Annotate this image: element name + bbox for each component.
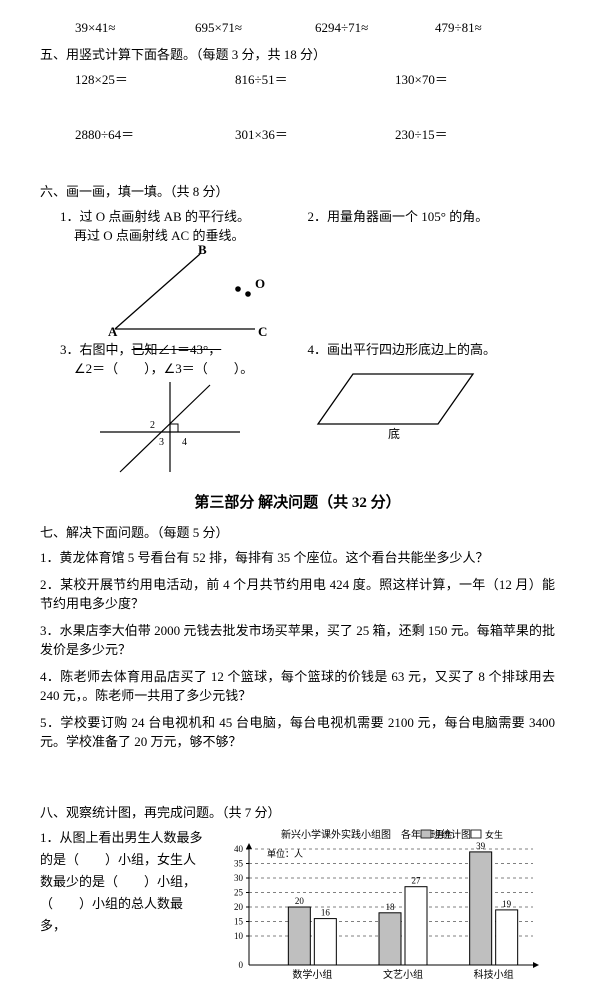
approx-1: 39×41≈ — [75, 20, 195, 36]
svg-text:文艺小组: 文艺小组 — [383, 968, 423, 981]
sec6-q3-line2: ∠2＝（ ），∠3＝（ ）。 — [60, 358, 308, 377]
sec5-row1: 128×25＝ 816÷51＝ 130×70＝ — [40, 69, 555, 88]
sec6-q1q2: 1．过 O 点画射线 AB 的平行线。 再过 O 点画射线 AC 的垂线。 2．… — [40, 206, 555, 244]
angle-2: 2 — [150, 420, 155, 431]
bar-chart: 新兴小学课外实践小组图 各年１班统计图单位：人男生女生1015202530354… — [211, 827, 541, 987]
svg-text:39: 39 — [476, 841, 486, 851]
sec6-q1-line1: 1．过 O 点画射线 AB 的平行线。 — [60, 206, 308, 225]
sec7-q2: 2．某校开展节约用电活动，前 4 个月共节约用电 424 度。照这样计算，一年（… — [40, 574, 555, 612]
sec8-title: 八、观察统计图，再完成问题。（共 7 分） — [40, 802, 555, 821]
sec6-q3-pre: 3．右图中， — [60, 342, 132, 357]
svg-text:女生: 女生 — [485, 829, 503, 840]
sec5-r2-e2: 301×36＝ — [235, 124, 395, 143]
sec5-title: 五、用竖式计算下面各题。（每题 3 分，共 18 分） — [40, 44, 555, 63]
svg-text:30: 30 — [234, 873, 244, 883]
approx-row: 39×41≈ 695×71≈ 6294÷71≈ 479÷81≈ — [40, 20, 555, 36]
sec7-q4: 4．陈老师去体育用品店买了 12 个篮球，每个篮球的价钱是 63 元，又买了 8… — [40, 666, 555, 704]
approx-2: 695×71≈ — [195, 20, 315, 36]
figure-angles: 2 3 4 — [90, 377, 250, 477]
sec5-row2: 2880÷64＝ 301×36＝ 230÷15＝ — [40, 124, 555, 143]
svg-text:40: 40 — [234, 844, 244, 854]
sec7-title: 七、解决下面问题。（每题 5 分） — [40, 522, 555, 541]
svg-text:15: 15 — [234, 917, 244, 927]
label-C: C — [258, 324, 267, 339]
svg-text:数学小组: 数学小组 — [292, 968, 332, 981]
svg-text:27: 27 — [412, 876, 422, 886]
svg-text:10: 10 — [234, 931, 244, 941]
svg-text:科技小组: 科技小组 — [474, 968, 514, 981]
sec6-q1-line2: 再过 O 点画射线 AC 的垂线。 — [60, 225, 308, 244]
label-A: A — [108, 324, 118, 339]
svg-text:20: 20 — [295, 896, 305, 906]
sec7-q3: 3．水果店李大伯带 2000 元钱去批发市场买苹果，买了 25 箱，还剩 150… — [40, 620, 555, 658]
svg-text:20: 20 — [234, 902, 244, 912]
sec5-r1-e2: 816÷51＝ — [235, 69, 395, 88]
svg-text:男生: 男生 — [435, 829, 453, 840]
svg-text:19: 19 — [502, 899, 512, 909]
svg-text:0: 0 — [239, 960, 244, 970]
svg-text:35: 35 — [234, 859, 244, 869]
angle-4: 4 — [182, 437, 187, 448]
angle-3: 3 — [159, 437, 164, 448]
sec6-title: 六、画一画，填一填。（共 8 分） — [40, 181, 555, 200]
sec6-q3-strike: 已知∠1＝43°， — [132, 342, 222, 357]
svg-text:25: 25 — [234, 888, 244, 898]
svg-text:18: 18 — [386, 902, 396, 912]
sec5-r2-e1: 2880÷64＝ — [75, 124, 235, 143]
part3-title: 第三部分 解决问题（共 32 分） — [40, 491, 555, 512]
svg-text:单位：人: 单位：人 — [267, 848, 303, 859]
sec5-r1-e1: 128×25＝ — [75, 69, 235, 88]
sec6-q3-line1: 3．右图中，已知∠1＝43°， — [60, 339, 308, 358]
sec7-q1: 1．黄龙体育馆 5 号看台有 52 排，每排有 35 个座位。这个看台共能坐多少… — [40, 547, 555, 566]
sec8-para: 1．从图上看出男生人数最多的是（ ）小组，女生人数最少的是（ ）小组，（ ）小组… — [40, 827, 211, 937]
sec7-q5: 5．学校要订购 24 台电视机和 45 台电脑，每台电视机需要 2100 元，每… — [40, 712, 555, 750]
label-O: O — [255, 276, 265, 291]
sec5-r1-e3: 130×70＝ — [395, 69, 555, 88]
label-base: 底 — [388, 426, 400, 441]
label-B: B — [198, 244, 207, 257]
figure-parallelogram: 底 — [308, 364, 488, 449]
approx-4: 479÷81≈ — [435, 20, 555, 36]
figure-rays: A B C O — [80, 244, 310, 339]
approx-3: 6294÷71≈ — [315, 20, 435, 36]
svg-text:16: 16 — [321, 908, 331, 918]
sec8-body: 1．从图上看出男生人数最多的是（ ）小组，女生人数最少的是（ ）小组，（ ）小组… — [40, 827, 555, 987]
sec6-q3q4: 3．右图中，已知∠1＝43°， ∠2＝（ ），∠3＝（ ）。 2 3 4 4．画… — [40, 339, 555, 477]
sec5-r2-e3: 230÷15＝ — [395, 124, 555, 143]
sec6-q4: 4．画出平行四边形底边上的高。 — [308, 339, 556, 358]
sec6-q2: 2．用量角器画一个 105° 的角。 — [308, 206, 556, 244]
